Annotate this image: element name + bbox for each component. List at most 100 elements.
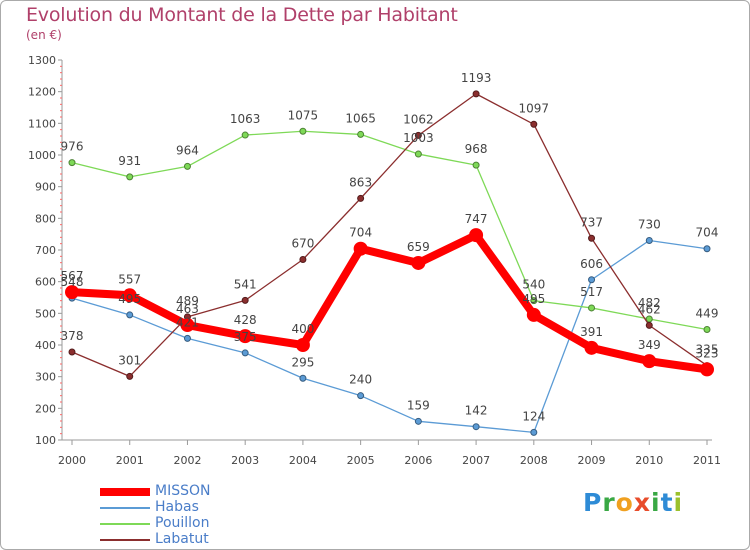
x-tick-label: 2004 <box>289 454 317 467</box>
data-label-misson: 495 <box>522 292 545 306</box>
x-tick-label: 2005 <box>347 454 375 467</box>
data-point-misson <box>526 307 541 322</box>
axes: 100 200 300 400 500 600 700 800 900 1000 1100 1200 1… <box>28 54 721 467</box>
data-label-pouillon: 1003 <box>403 131 434 145</box>
logo-letter: t <box>660 488 674 517</box>
data-label-misson: 400 <box>291 322 314 336</box>
legend-item-misson: MISSON <box>100 483 300 500</box>
data-label-labatut: 1062 <box>403 112 434 126</box>
x-tick-label: 2001 <box>116 454 144 467</box>
data-label-misson: 391 <box>580 325 603 339</box>
data-label-labatut: 462 <box>638 302 661 316</box>
legend-item-pouillon: Pouillon <box>100 515 300 532</box>
data-point-habas <box>703 245 711 253</box>
legend-label: Habas <box>155 499 199 515</box>
data-point-habas <box>299 374 307 382</box>
chart-title: Evolution du Montant de la Dette par Hab… <box>26 4 458 26</box>
logo-letter: r <box>602 488 616 517</box>
x-tick-label: 2008 <box>520 454 548 467</box>
data-point-misson <box>353 241 368 256</box>
legend-swatch <box>100 539 150 541</box>
data-point-misson <box>295 338 310 352</box>
data-point-misson <box>238 329 253 344</box>
y-tick-label: 1200 <box>28 86 56 99</box>
data-point-habas <box>645 237 653 244</box>
data-label-misson: 659 <box>407 240 430 254</box>
data-point-pouillon <box>530 297 538 305</box>
data-label-pouillon: 931 <box>118 154 141 168</box>
data-label-pouillon: 1065 <box>345 111 376 125</box>
x-tick-label: 2007 <box>462 454 490 467</box>
data-label-habas: 142 <box>465 404 488 418</box>
y-tick-label: 1100 <box>28 117 56 130</box>
series-line-misson <box>68 231 711 374</box>
data-point-habas <box>183 334 191 342</box>
legend-swatch <box>100 507 150 509</box>
y-tick-label: 600 <box>35 276 56 289</box>
x-tick-label: 2003 <box>231 454 259 467</box>
data-label-habas: 240 <box>349 373 372 387</box>
data-label-habas: 159 <box>407 398 430 412</box>
data-point-habas <box>414 417 422 425</box>
data-label-labatut: 301 <box>118 353 141 367</box>
data-label-misson: 323 <box>696 346 719 360</box>
data-label-misson: 428 <box>234 313 257 327</box>
legend-swatch <box>100 523 150 525</box>
logo-letter: i <box>651 488 661 517</box>
unit-label: (en €) <box>26 28 62 42</box>
data-label-pouillon: 482 <box>638 296 661 310</box>
data-label-pouillon: 1063 <box>230 112 261 126</box>
data-point-labatut <box>645 321 653 329</box>
data-point-pouillon <box>472 161 480 169</box>
data-point-habas <box>357 392 365 400</box>
data-point-misson <box>700 362 714 377</box>
data-point-labatut <box>68 348 76 356</box>
series-group <box>65 90 714 436</box>
data-point-misson <box>65 285 79 300</box>
data-point-misson <box>411 255 426 270</box>
y-tick-label: 1300 <box>28 54 56 67</box>
logo-letter: o <box>615 488 634 517</box>
data-point-habas <box>126 311 134 319</box>
data-point-labatut <box>299 256 307 263</box>
data-point-labatut <box>357 194 365 202</box>
data-point-misson <box>584 340 599 355</box>
data-label-labatut: 1193 <box>461 71 492 85</box>
logo-letter: x <box>633 488 651 517</box>
data-label-misson: 704 <box>349 226 372 240</box>
x-tick-label: 2010 <box>635 454 663 467</box>
y-tick-label: 800 <box>35 212 56 225</box>
y-tick-label: 300 <box>35 371 56 384</box>
y-tick-label: 700 <box>35 244 56 257</box>
x-tick-label: 2009 <box>578 454 606 467</box>
data-label-labatut: 1097 <box>519 101 550 115</box>
data-point-labatut <box>126 372 134 380</box>
data-label-labatut: 863 <box>349 175 372 189</box>
data-label-misson: 567 <box>61 269 84 283</box>
data-label-habas: 730 <box>638 218 661 232</box>
data-point-labatut <box>241 296 249 304</box>
x-tick-label: 2011 <box>693 454 721 467</box>
data-label-labatut: 378 <box>61 329 84 343</box>
legend-label: Labatut <box>155 531 209 547</box>
data-label-pouillon: 964 <box>176 143 199 157</box>
legend-item-habas: Habas <box>100 499 300 516</box>
legend: MISSON Habas Pouillon Labatut <box>100 483 300 548</box>
data-point-misson <box>642 354 657 369</box>
logo-letter: P <box>583 488 603 517</box>
data-label-habas: 495 <box>118 292 141 306</box>
data-point-pouillon <box>68 159 76 167</box>
data-point-misson <box>180 318 195 333</box>
x-tick-label: 2002 <box>173 454 201 467</box>
data-point-labatut <box>472 90 480 98</box>
y-tick-label: 900 <box>35 181 56 194</box>
y-tick-label: 100 <box>35 434 56 447</box>
data-label-habas: 124 <box>522 409 545 423</box>
data-labels: 548 495 421 375 295 240 159 142 124 606 730 704 976 9… <box>61 71 719 424</box>
data-label-habas: 421 <box>176 315 199 329</box>
data-point-habas <box>472 423 480 431</box>
data-point-habas <box>530 428 538 436</box>
data-point-labatut <box>414 131 422 139</box>
y-tick-label: 400 <box>35 339 56 352</box>
